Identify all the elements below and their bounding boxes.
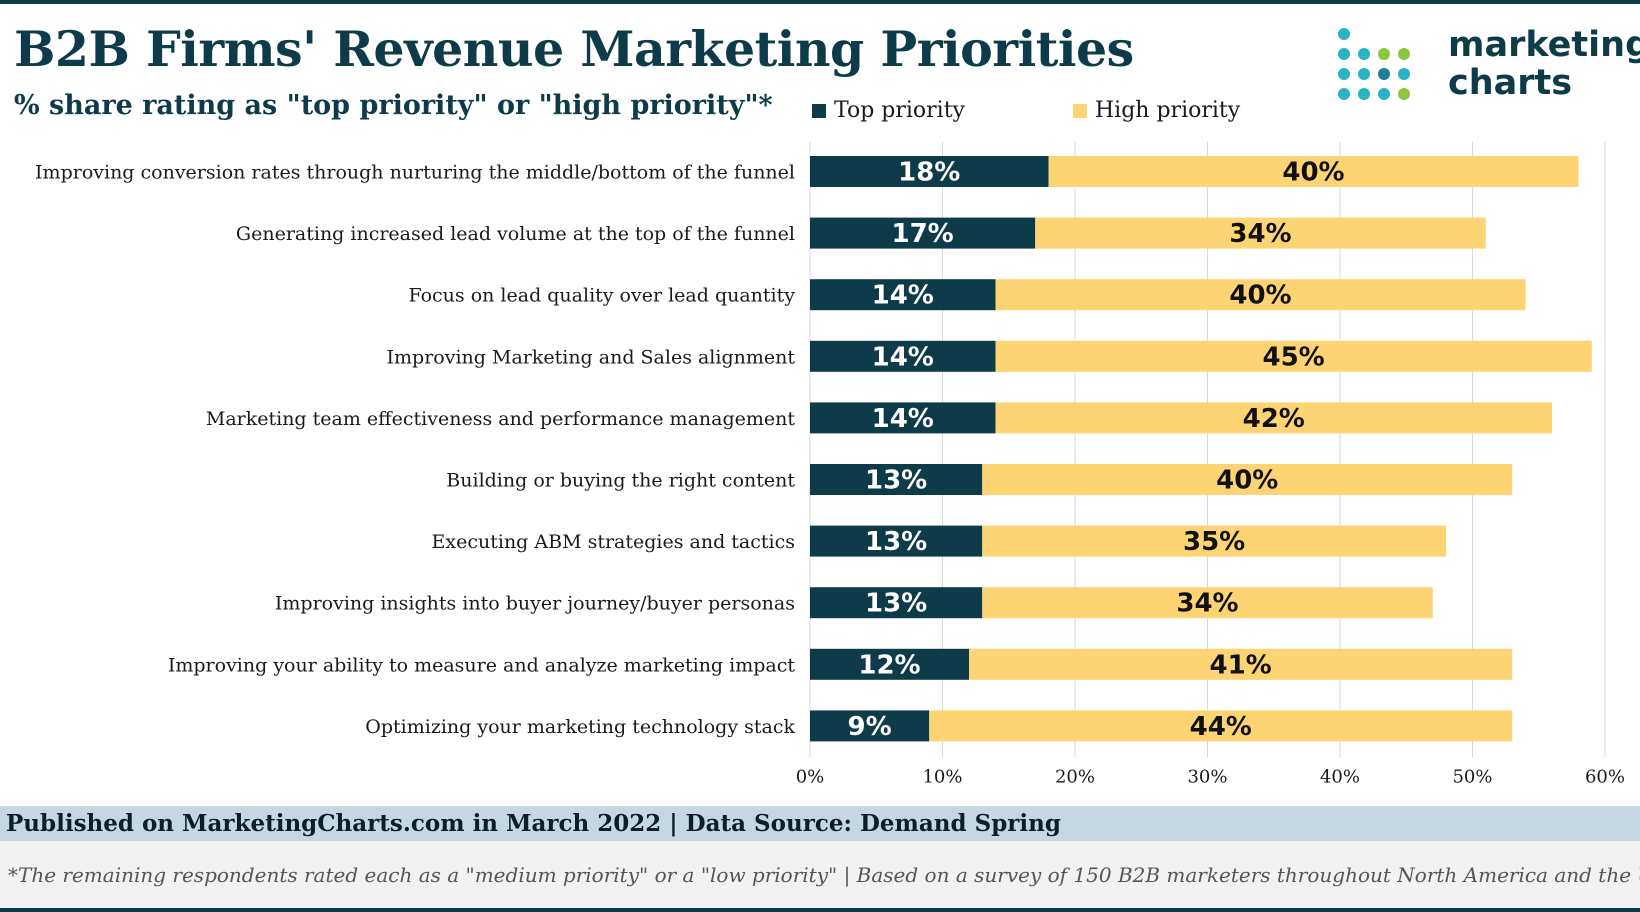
bar-high-priority — [982, 464, 1513, 495]
data-label-high-priority: 34% — [1229, 219, 1291, 249]
bar-high-priority — [982, 587, 1433, 619]
chart-subtitle: % share rating as "top priority" or "hig… — [14, 90, 773, 121]
logo-dot — [1378, 48, 1390, 60]
logo-text-line2: charts — [1448, 63, 1573, 103]
legend-high-priority: High priority — [1073, 98, 1240, 123]
footer-source-text: Published on MarketingCharts.com in Marc… — [6, 810, 1061, 837]
data-label-top-priority: 14% — [872, 342, 934, 372]
footer-note-band: *The remaining respondents rated each as… — [0, 841, 1640, 908]
marketingcharts-logo: marketing charts — [1338, 26, 1640, 108]
data-label-high-priority: 44% — [1190, 712, 1252, 742]
bar-top-priority — [810, 587, 983, 619]
bar-high-priority — [1035, 217, 1486, 249]
data-label-top-priority: 13% — [865, 589, 927, 619]
data-label-top-priority: 18% — [898, 158, 960, 188]
data-label-high-priority: 40% — [1282, 158, 1344, 188]
category-label: Improving Marketing and Sales alignment — [387, 346, 796, 368]
x-tick-label: 30% — [1187, 766, 1227, 787]
footer-source-band: Published on MarketingCharts.com in Marc… — [0, 806, 1640, 841]
logo-dot — [1338, 48, 1350, 60]
bar-top-priority — [810, 464, 983, 495]
data-label-top-priority: 14% — [872, 404, 934, 434]
category-label: Improving your ability to measure and an… — [168, 654, 795, 676]
footer-note-text: *The remaining respondents rated each as… — [8, 863, 1640, 887]
data-label-top-priority: 14% — [872, 281, 934, 311]
logo-dot — [1398, 68, 1410, 80]
category-label: Optimizing your marketing technology sta… — [365, 716, 795, 738]
legend-label-top-priority: Top priority — [834, 98, 965, 123]
data-label-high-priority: 34% — [1176, 589, 1238, 619]
x-tick-label: 40% — [1320, 766, 1360, 787]
logo-dot — [1398, 48, 1410, 60]
legend-label-high-priority: High priority — [1095, 98, 1241, 123]
bar-high-priority — [995, 279, 1526, 311]
logo-dot — [1378, 68, 1390, 80]
logo-dots-icon — [1338, 28, 1428, 108]
x-tick-label: 0% — [796, 766, 825, 787]
bottom-rule — [0, 908, 1640, 912]
bar-top-priority — [810, 525, 983, 557]
category-label: Improving conversion rates through nurtu… — [35, 162, 795, 184]
data-label-high-priority: 41% — [1210, 650, 1272, 680]
data-label-top-priority: 13% — [865, 527, 927, 557]
x-tick-label: 60% — [1585, 766, 1625, 787]
bar-high-priority — [969, 648, 1513, 680]
bar-top-priority — [810, 648, 969, 680]
bar-top-priority — [810, 710, 930, 742]
logo-dot — [1338, 88, 1350, 100]
bar-top-priority — [810, 217, 1036, 249]
data-label-high-priority: 35% — [1183, 527, 1245, 557]
bar-top-priority — [810, 279, 996, 311]
data-label-top-priority: 13% — [865, 466, 927, 496]
legend-top-priority: Top priority — [812, 98, 965, 123]
chart-title: B2B Firms' Revenue Marketing Priorities — [14, 20, 1134, 78]
category-label: Marketing team effectiveness and perform… — [206, 408, 796, 430]
data-label-high-priority: 42% — [1243, 404, 1305, 434]
logo-dot — [1358, 48, 1370, 60]
category-label: Improving insights into buyer journey/bu… — [275, 593, 795, 615]
data-label-high-priority: 40% — [1229, 281, 1291, 311]
x-tick-label: 10% — [922, 766, 962, 787]
bar-high-priority — [995, 340, 1592, 372]
data-label-top-priority: 9% — [848, 712, 892, 742]
logo-dot — [1378, 88, 1390, 100]
bar-top-priority — [810, 340, 996, 372]
data-label-high-priority: 40% — [1216, 466, 1278, 496]
logo-dot — [1358, 68, 1370, 80]
category-label: Building or buying the right content — [446, 470, 795, 492]
data-label-high-priority: 45% — [1263, 342, 1325, 372]
logo-dot — [1338, 68, 1350, 80]
bar-high-priority — [995, 402, 1552, 434]
x-tick-label: 20% — [1055, 766, 1095, 787]
bar-top-priority — [810, 156, 1049, 187]
bar-high-priority — [982, 525, 1446, 557]
logo-text: marketing charts — [1448, 26, 1640, 102]
logo-text-line1: marketing — [1448, 25, 1640, 65]
legend-swatch-top-priority — [812, 103, 826, 118]
logo-dot — [1338, 28, 1350, 40]
legend-swatch-high-priority — [1073, 103, 1087, 118]
bar-chart: 0% 10% 20% 30% 40% 50% 60% Improving conversion… — [35, 142, 1625, 787]
category-label: Generating increased lead volume at the … — [236, 223, 795, 245]
bar-top-priority — [810, 402, 996, 434]
data-label-top-priority: 12% — [858, 650, 920, 680]
bar-high-priority — [1048, 156, 1579, 187]
logo-dot — [1398, 88, 1410, 100]
top-rule — [0, 0, 1640, 4]
data-label-top-priority: 17% — [892, 219, 954, 249]
logo-dot — [1358, 88, 1370, 100]
x-tick-label: 50% — [1452, 766, 1492, 787]
bar-high-priority — [929, 710, 1513, 742]
category-label: Focus on lead quality over lead quantity — [408, 285, 795, 307]
category-label: Executing ABM strategies and tactics — [432, 531, 795, 553]
